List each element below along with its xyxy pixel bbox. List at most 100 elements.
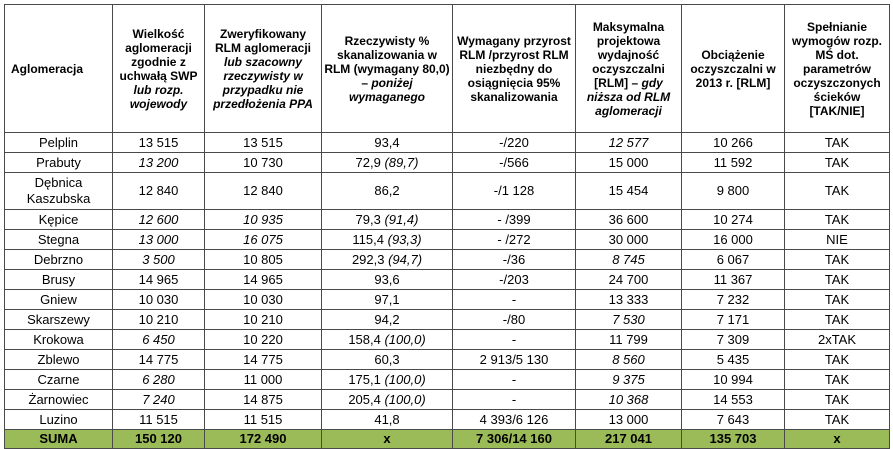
- cell-przyrost: -: [452, 329, 576, 350]
- cell-zweryfikowany-rlm: 10 805: [204, 249, 322, 270]
- cell-skanalizowanie: 94,2: [321, 309, 453, 330]
- cell-obciazenie: 10 994: [681, 369, 785, 390]
- table-row: Stegna 13 000 16 075 115,4 (93,3) - /272 30 0…: [4, 229, 890, 250]
- cell-wielkosc: 6 280: [112, 369, 205, 390]
- cell-spelnianie: TAK: [784, 289, 890, 310]
- cell-wydajnosc: 15 000: [575, 152, 682, 173]
- cell-obciazenie: 7 171: [681, 309, 785, 330]
- cell-przyrost: -/220: [452, 132, 576, 153]
- cell-skanalizowanie: 79,3 (91,4): [321, 209, 453, 230]
- cell-spelnianie: TAK: [784, 369, 890, 390]
- table-row: Krokowa 6 450 10 220 158,4 (100,0) -11 799 7 …: [4, 329, 890, 350]
- cell-wielkosc: 13 200: [112, 152, 205, 173]
- cell-aglomeracja: Żarnowiec: [4, 389, 113, 410]
- cell-przyrost: - /399: [452, 209, 576, 230]
- cell-wielkosc: 13 000: [112, 229, 205, 250]
- pct-value: 292,3: [351, 251, 389, 267]
- cell-skanalizowanie: 205,4 (100,0): [321, 389, 453, 410]
- table-row: Skarszewy 10 210 10 210 94,2 -/80 7 530 7 171 T…: [4, 309, 890, 330]
- cell-skanalizowanie: 115,4 (93,3): [321, 229, 453, 250]
- cell-zweryfikowany-rlm: 14 965: [204, 269, 322, 290]
- cell-spelnianie: TAK: [784, 132, 890, 153]
- cell-skanalizowanie: 93,4: [321, 132, 453, 153]
- pct-value: 205,4: [348, 391, 385, 407]
- pct-required: (91,4): [384, 211, 419, 227]
- cell-przyrost: -/203: [452, 269, 576, 290]
- cell-wielkosc: 14 965: [112, 269, 205, 290]
- pct-value: 72,9: [355, 154, 385, 170]
- pct-value: 93,4: [374, 134, 400, 150]
- header-wielkosc: Wielkość aglomeracji zgodnie z uchwałą S…: [112, 4, 205, 133]
- cell-zweryfikowany-rlm: 11 000: [204, 369, 322, 390]
- cell-aglomeracja: Stegna: [4, 229, 113, 250]
- cell-wielkosc: 3 500: [112, 249, 205, 270]
- cell-wydajnosc: 30 000: [575, 229, 682, 250]
- cell-zweryfikowany-rlm: 12 840: [204, 172, 322, 210]
- cell-wielkosc: 12 840: [112, 172, 205, 210]
- cell-obciazenie: 7 309: [681, 329, 785, 350]
- header-row: Aglomeracja Wielkość aglomeracji zgodnie…: [4, 4, 890, 133]
- cell-wydajnosc: 13 000: [575, 409, 682, 430]
- pct-required: (93,3): [387, 231, 422, 247]
- cell-zweryfikowany-rlm: 10 210: [204, 309, 322, 330]
- cell-przyrost: -: [452, 389, 576, 410]
- cell-aglomeracja: Brusy: [4, 269, 113, 290]
- cell-wydajnosc: 12 577: [575, 132, 682, 153]
- cell-aglomeracja: Kępice: [4, 209, 113, 230]
- cell-przyrost: - /272: [452, 229, 576, 250]
- cell-aglomeracja: Zblewo: [4, 349, 113, 370]
- sum-cell-ok: x: [784, 429, 890, 449]
- pct-value: 97,1: [374, 291, 400, 307]
- table-body: Pelplin 13 515 13 515 93,4 -/220 12 577 10 266…: [4, 132, 890, 449]
- cell-spelnianie: TAK: [784, 409, 890, 430]
- cell-aglomeracja: Debrzno: [4, 249, 113, 270]
- cell-aglomeracja: Gniew: [4, 289, 113, 310]
- sum-cell-cap: 217 041: [575, 429, 682, 449]
- header-skanalizowanie: Rzeczywisty % skanalizowania w RLM (wyma…: [321, 4, 453, 133]
- header-spelnianie: Spełnianie wymogów rozp. MŚ dot. paramet…: [784, 4, 890, 133]
- cell-przyrost: 4 393/6 126: [452, 409, 576, 430]
- cell-obciazenie: 10 274: [681, 209, 785, 230]
- cell-przyrost: -: [452, 289, 576, 310]
- cell-spelnianie: TAK: [784, 269, 890, 290]
- cell-zweryfikowany-rlm: 11 515: [204, 409, 322, 430]
- cell-obciazenie: 6 067: [681, 249, 785, 270]
- cell-obciazenie: 9 800: [681, 172, 785, 210]
- cell-zweryfikowany-rlm: 10 730: [204, 152, 322, 173]
- table-row: Brusy 14 965 14 965 93,6 -/203 24 700 11 367 TA…: [4, 269, 890, 290]
- cell-wydajnosc: 7 530: [575, 309, 682, 330]
- cell-spelnianie: 2xTAK: [784, 329, 890, 350]
- cell-obciazenie: 7 232: [681, 289, 785, 310]
- cell-obciazenie: 11 592: [681, 152, 785, 173]
- cell-przyrost: -/566: [452, 152, 576, 173]
- cell-skanalizowanie: 97,1: [321, 289, 453, 310]
- sum-cell-swp: 150 120: [112, 429, 205, 449]
- pct-value: 93,6: [374, 271, 400, 287]
- cell-zweryfikowany-rlm: 13 515: [204, 132, 322, 153]
- pct-value: 79,3: [355, 211, 385, 227]
- cell-aglomeracja: Krokowa: [4, 329, 113, 350]
- cell-obciazenie: 16 000: [681, 229, 785, 250]
- cell-skanalizowanie: 93,6: [321, 269, 453, 290]
- pct-value: 86,2: [374, 183, 400, 198]
- cell-wielkosc: 6 450: [112, 329, 205, 350]
- cell-obciazenie: 14 553: [681, 389, 785, 410]
- pct-required: (89,7): [384, 154, 419, 170]
- table-row: Debrzno 3 500 10 805 292,3 (94,7) -/36 8 745 6…: [4, 249, 890, 270]
- cell-skanalizowanie: 41,8: [321, 409, 453, 430]
- cell-przyrost: -/80: [452, 309, 576, 330]
- header-wydajnosc: Maksymalna projektowa wydajność oczyszcz…: [575, 4, 682, 133]
- cell-zweryfikowany-rlm: 14 875: [204, 389, 322, 410]
- cell-wydajnosc: 8 560: [575, 349, 682, 370]
- pct-required: (100,0): [384, 371, 426, 387]
- cell-aglomeracja: Czarne: [4, 369, 113, 390]
- cell-spelnianie: TAK: [784, 172, 890, 210]
- cell-wydajnosc: 11 799: [575, 329, 682, 350]
- header-obciazenie: Obciążenie oczyszczalni w 2013 r. [RLM]: [681, 4, 785, 133]
- cell-spelnianie: NIE: [784, 229, 890, 250]
- cell-zweryfikowany-rlm: 14 775: [204, 349, 322, 370]
- cell-spelnianie: TAK: [784, 309, 890, 330]
- table-row: Luzino 11 515 11 515 41,8 4 393/6 126 13 000 7…: [4, 409, 890, 430]
- pct-value: 94,2: [374, 311, 400, 327]
- cell-aglomeracja: Dębnica Kaszubska: [4, 172, 113, 210]
